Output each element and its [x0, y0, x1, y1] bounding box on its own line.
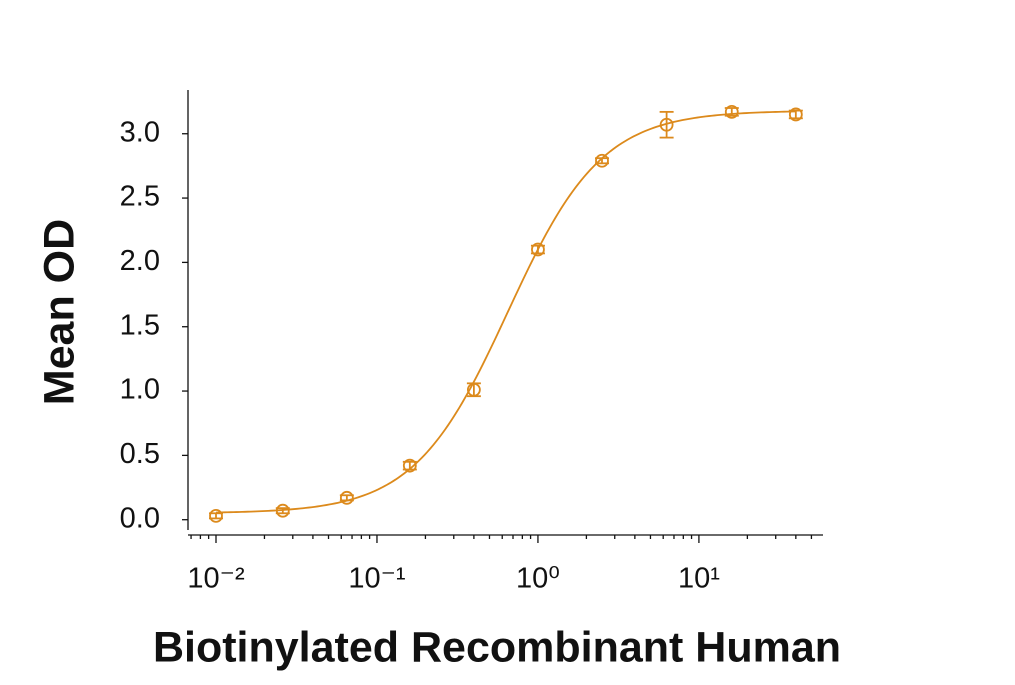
- y-tick-label: 3.0: [120, 116, 160, 148]
- y-tick-label: 1.5: [120, 309, 160, 341]
- data-point: [466, 382, 481, 397]
- y-tick-label: 0.5: [120, 438, 160, 470]
- y-tick-label: 2.0: [120, 245, 160, 277]
- x-tick-label: 10¹: [678, 563, 720, 595]
- y-tick-label: 0.0: [120, 502, 160, 534]
- data-point: [659, 117, 674, 132]
- data-point: [402, 458, 417, 473]
- data-point: [788, 107, 803, 122]
- y-tick-label: 2.5: [120, 181, 160, 213]
- data-point: [209, 508, 223, 523]
- x-tick-label: 10⁻²: [187, 563, 245, 595]
- data-point: [595, 153, 609, 168]
- fit-curve: [215, 110, 796, 514]
- data-point: [339, 490, 354, 505]
- data-point: [275, 503, 290, 518]
- data-point: [724, 104, 739, 119]
- y-axis-title: Mean OD: [35, 219, 83, 405]
- x-axis-title: Biotinylated Recombinant Human: [153, 623, 841, 671]
- data-point: [531, 242, 545, 257]
- x-tick-label: 10⁰: [516, 563, 560, 595]
- x-tick-label: 10⁻¹: [348, 563, 406, 595]
- y-tick-label: 1.0: [120, 374, 160, 406]
